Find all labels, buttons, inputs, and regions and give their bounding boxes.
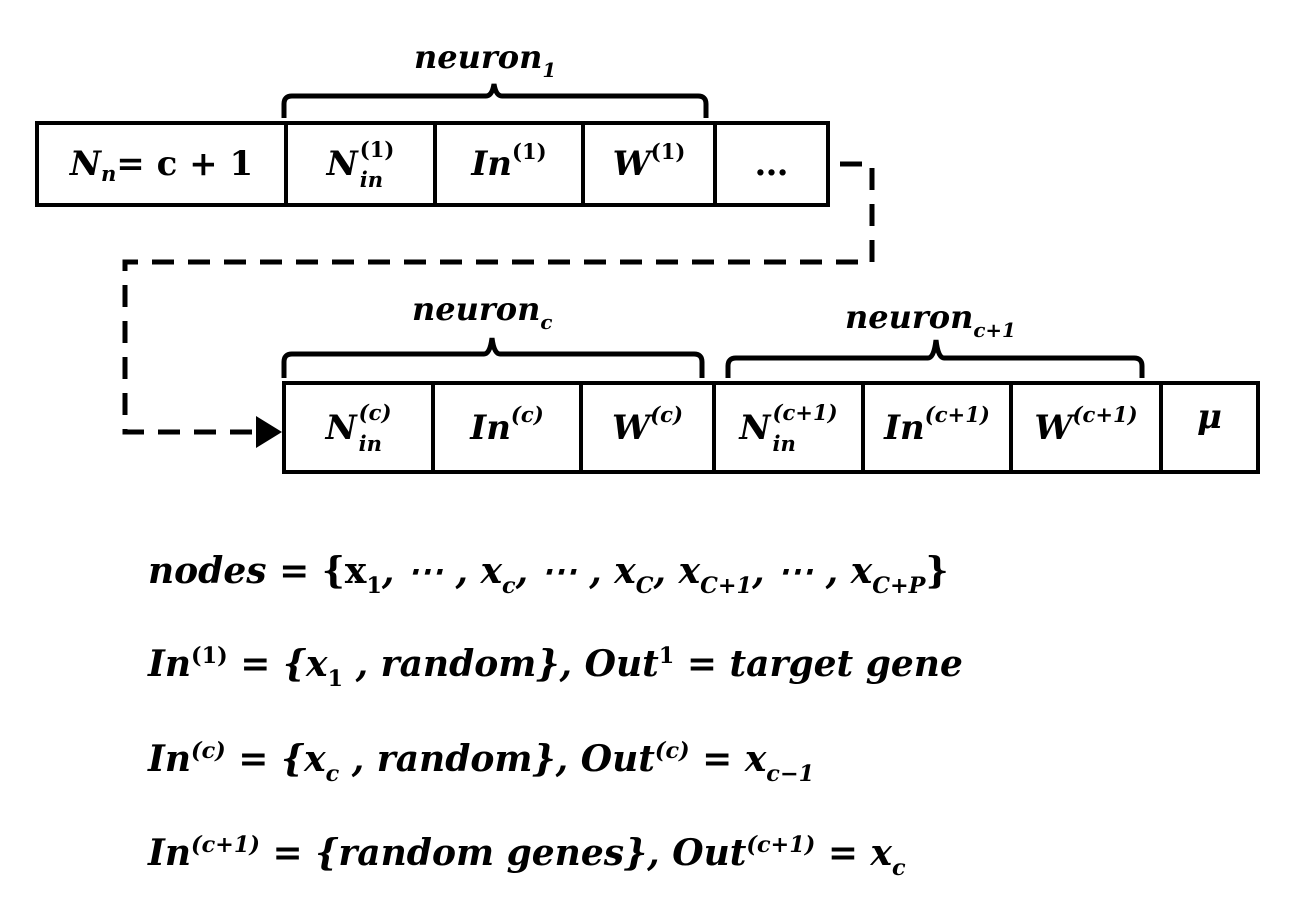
- cell-nin-1: N (1) in: [288, 125, 437, 203]
- equation-nodes: nodes = {x1, ⋯ , xc, ⋯ , xC, xC+1, ⋯ , x…: [148, 550, 949, 600]
- arrow-head-icon: [256, 416, 282, 448]
- cell-ellipsis: …: [754, 144, 789, 184]
- brace-neuron-c: [281, 337, 705, 378]
- label-neuron-c: neuronc: [412, 290, 553, 334]
- cell-in-c: In (c): [435, 385, 583, 470]
- label-neuron-1: neuron1: [414, 38, 557, 82]
- cell-mu: μ: [1197, 397, 1222, 437]
- equation-in-1: In(1) = {x1 , random}, Out1 = target gen…: [148, 642, 963, 693]
- cell-nin-c: N (c) in: [286, 385, 435, 470]
- cell-w-1: W (1): [585, 125, 717, 203]
- equation-in-c: In(c) = {xc , random}, Out(c) = xc−1: [148, 737, 815, 788]
- cell-in-c-plus-1: In (c+1): [865, 385, 1013, 470]
- label-neuron-c-plus-1: neuronc+1: [845, 298, 1016, 342]
- chromosome-row-2: N (c) in In (c) W (c) N (c+1) in In (c+1) W (c+1…: [282, 381, 1260, 474]
- brace-neuron-1: [281, 83, 709, 118]
- cell-w-c-plus-1: W (c+1): [1013, 385, 1163, 470]
- cell-in-1: In (1): [437, 125, 585, 203]
- cell-nin-c-plus-1: N (c+1) in: [716, 385, 865, 470]
- cell-w-c: W (c): [583, 385, 716, 470]
- brace-neuron-c-plus-1: [725, 339, 1145, 378]
- equation-in-c-plus-1: In(c+1) = {random genes}, Out(c+1) = xc: [148, 831, 906, 882]
